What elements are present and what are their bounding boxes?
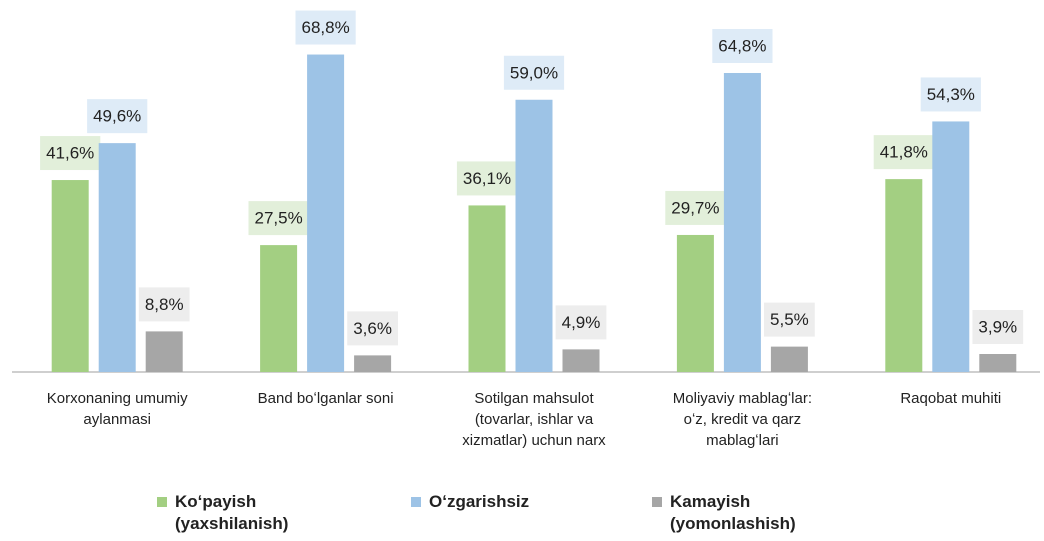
- x-tick-label: Korxonaning umumiy aylanmasi: [46, 390, 188, 428]
- bar: [468, 205, 506, 372]
- value-label-bg: [456, 161, 518, 196]
- value-label: 3,9%: [978, 318, 1017, 337]
- value-label-bg: [347, 311, 398, 346]
- value-label: 41,6%: [46, 144, 94, 163]
- value-label-bg: [712, 28, 773, 63]
- value-label-bg: [40, 136, 101, 171]
- value-label-bg: [248, 201, 309, 236]
- value-label-bg: [972, 310, 1024, 345]
- value-label: 36,1%: [463, 169, 511, 188]
- value-label: 49,6%: [93, 107, 141, 126]
- value-label: 3,6%: [353, 319, 392, 338]
- value-label: 27,5%: [254, 209, 302, 228]
- value-label-bg: [764, 302, 815, 337]
- value-label: 8,8%: [145, 295, 184, 314]
- x-tick-label: Sotilgan mahsulot (tovarlar, ishlar va x…: [462, 390, 606, 449]
- bar: [932, 121, 970, 373]
- bar: [354, 355, 392, 372]
- legend-label: Kamayish (yomonlashish): [670, 492, 796, 533]
- bar: [260, 245, 298, 372]
- x-tick-label: Raqobat muhiti: [900, 390, 1002, 407]
- bar: [979, 354, 1017, 372]
- bar: [676, 234, 714, 372]
- value-label: 64,8%: [718, 36, 766, 55]
- value-label-bg: [665, 190, 726, 225]
- bar: [562, 349, 600, 372]
- legend-swatch: [157, 497, 167, 507]
- value-label: 59,0%: [510, 63, 558, 82]
- bar: [145, 331, 183, 372]
- bar: [307, 54, 345, 373]
- value-label-bg: [920, 77, 981, 112]
- value-label-bg: [138, 287, 190, 322]
- x-tick-label: Moliyaviy mablagʻlar: oʻz, kredit va qar…: [672, 390, 812, 449]
- value-label: 41,8%: [880, 143, 928, 162]
- value-label-bg: [87, 99, 148, 134]
- bar: [515, 99, 553, 372]
- value-label: 5,5%: [770, 310, 809, 329]
- bar: [770, 346, 808, 372]
- bar: [51, 180, 89, 372]
- x-tick-label: Band boʻlganlar soni: [257, 390, 394, 407]
- value-label: 4,9%: [562, 313, 601, 332]
- legend-swatch: [411, 497, 421, 507]
- value-label-bg: [555, 305, 607, 340]
- bar: [98, 143, 136, 372]
- value-label-bg: [503, 55, 565, 90]
- bar: [885, 179, 923, 372]
- legend-swatch: [652, 497, 662, 507]
- legend-label: Oʻzgarishsiz: [429, 492, 530, 511]
- value-label: 68,8%: [301, 18, 349, 37]
- bar: [723, 72, 761, 372]
- value-label: 29,7%: [671, 198, 719, 217]
- value-label-bg: [295, 10, 356, 45]
- value-label-bg: [873, 135, 934, 170]
- legend-label: Koʻpayish (yaxshilanish): [175, 492, 289, 533]
- value-label: 54,3%: [927, 85, 975, 104]
